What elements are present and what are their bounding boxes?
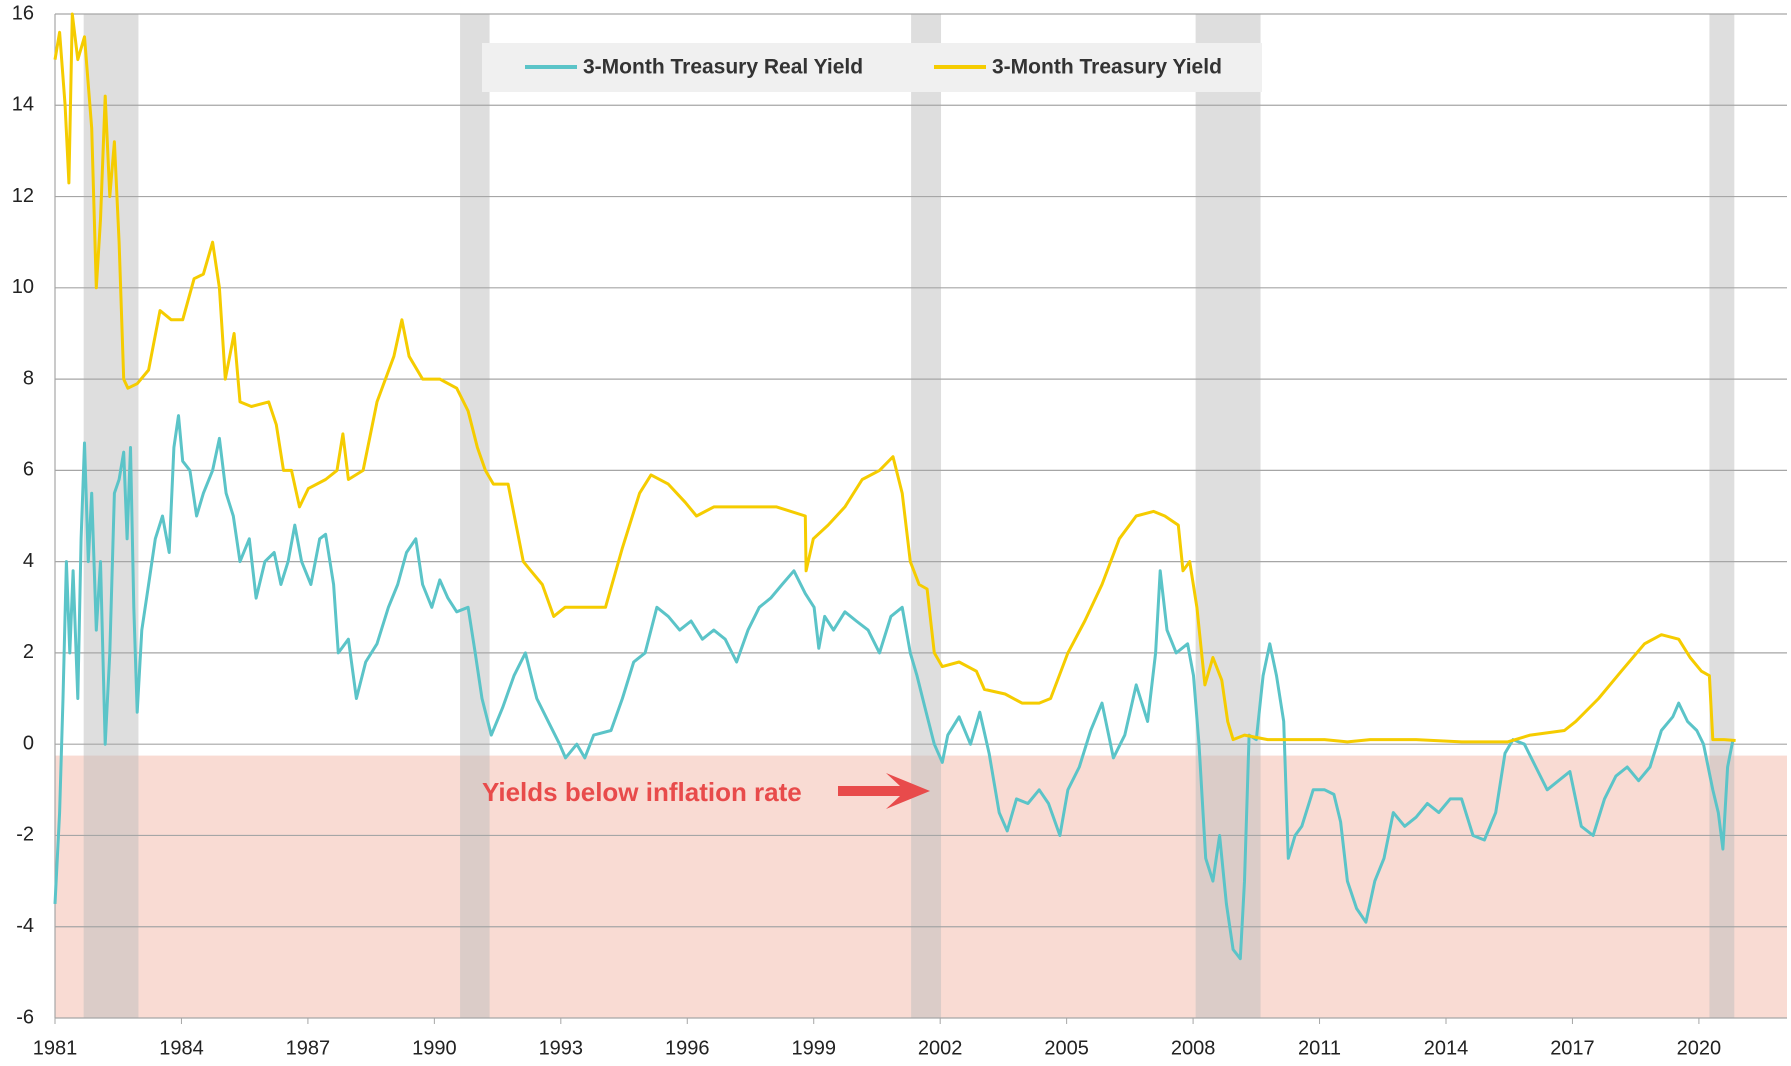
y-tick-label: 4 xyxy=(23,550,34,572)
x-tick-label: 1996 xyxy=(665,1037,710,1059)
grid-layer: -6 -4 -2 0 2 4 6 8 10 12 14 16 1981 1984 1987 1990 1993 1… xyxy=(12,2,1787,1059)
annotation: Yields below inflation rate xyxy=(482,777,802,807)
series-line xyxy=(53,414,1735,961)
x-tick-label: 2017 xyxy=(1550,1037,1595,1059)
x-tick-label: 1987 xyxy=(286,1037,331,1059)
y-tick-label: 10 xyxy=(12,276,34,298)
recession-band xyxy=(911,14,942,1018)
arrow xyxy=(838,773,930,809)
x-tick-label: 2011 xyxy=(1298,1037,1341,1059)
y-tick-label: 12 xyxy=(12,185,34,207)
legend-label: 3-Month Treasury Real Yield xyxy=(583,56,863,79)
x-tick-label: 2002 xyxy=(918,1037,963,1059)
x-tick-label: 1981 xyxy=(33,1037,78,1059)
x-tick-label: 2008 xyxy=(1171,1037,1216,1059)
annotation-arrow xyxy=(838,773,930,809)
x-tick-label: 1990 xyxy=(412,1037,457,1059)
x-tick-label: 1984 xyxy=(159,1037,204,1059)
y-tick-label: -6 xyxy=(16,1006,34,1028)
background-layer xyxy=(55,14,1787,1018)
y-tick-label: -4 xyxy=(16,915,34,937)
x-tick-label: 2014 xyxy=(1424,1037,1469,1059)
legend-label: 3-Month Treasury Yield xyxy=(992,56,1222,79)
recession-band xyxy=(460,14,490,1018)
series-line xyxy=(53,12,1736,744)
x-tick-label: 2005 xyxy=(1044,1037,1089,1059)
x-tick-label: 1993 xyxy=(539,1037,584,1059)
recession-band xyxy=(1709,14,1735,1018)
y-tick-label: 16 xyxy=(12,2,34,24)
recession-band xyxy=(1195,14,1261,1018)
y-tick-label: 8 xyxy=(23,367,34,389)
y-tick-label: 0 xyxy=(23,732,34,754)
line-layer xyxy=(53,12,1736,961)
y-tick-label: -2 xyxy=(16,824,34,846)
x-tick-label: 1999 xyxy=(791,1037,836,1059)
legend: 3-Month Treasury Real Yield 3-Month Treas… xyxy=(525,56,1222,79)
y-tick-label: 14 xyxy=(12,94,34,116)
legend-background xyxy=(482,43,1262,92)
x-tick-label: 2020 xyxy=(1677,1037,1722,1059)
y-tick-label: 2 xyxy=(23,641,34,663)
y-tick-label: 6 xyxy=(23,459,34,481)
